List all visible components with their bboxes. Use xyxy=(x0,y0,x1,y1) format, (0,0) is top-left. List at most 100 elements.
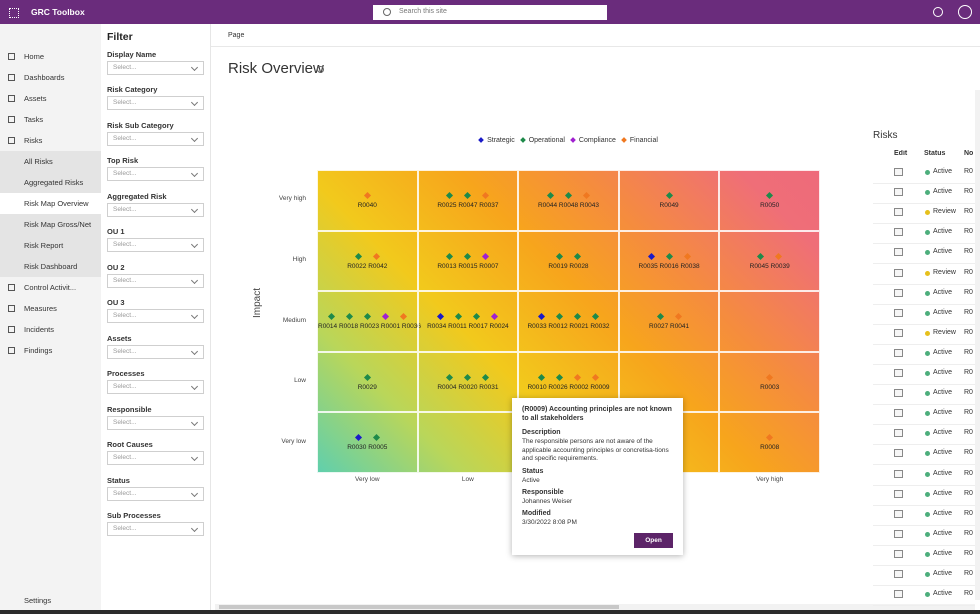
filter-select[interactable]: Select... xyxy=(107,131,204,146)
map-cell[interactable]: R0035 R0016 R0038 xyxy=(618,230,720,292)
filter-select[interactable]: Select... xyxy=(107,273,204,288)
legend-item[interactable]: Compliance xyxy=(570,137,616,144)
risk-id[interactable]: R0027 xyxy=(649,323,669,331)
risk-marker[interactable] xyxy=(555,373,564,381)
edit-icon[interactable] xyxy=(894,570,903,578)
filter-select[interactable]: Select... xyxy=(107,486,204,501)
edit-icon[interactable] xyxy=(894,449,903,458)
risk-row[interactable]: Active R0 xyxy=(873,585,975,607)
risk-row[interactable]: Active R0 xyxy=(873,344,975,365)
risk-id[interactable]: R0045 xyxy=(749,262,769,270)
map-cell[interactable]: R0040 xyxy=(317,170,418,231)
nav-sub-item[interactable]: Aggregated Risks xyxy=(0,172,101,193)
risk-marker[interactable] xyxy=(537,313,546,321)
filter-select[interactable]: Select... xyxy=(107,309,204,324)
filter-select[interactable]: Select... xyxy=(107,202,204,217)
risk-id[interactable]: R0004 xyxy=(437,383,457,391)
map-cell[interactable]: R0033 R0012 R0021 R0032 xyxy=(518,291,619,352)
risk-marker[interactable] xyxy=(354,434,362,442)
edit-icon[interactable] xyxy=(894,509,903,518)
risk-id[interactable]: R0026 xyxy=(548,383,568,391)
nav-item[interactable]: Tasks xyxy=(24,115,44,124)
risk-id[interactable]: R0032 xyxy=(590,323,610,331)
risk-id[interactable]: R0044 xyxy=(537,202,558,209)
map-cell[interactable]: R0044 R0048 R0043 xyxy=(518,170,619,231)
account-icon[interactable] xyxy=(958,5,972,19)
nav-sub-item[interactable]: Risk Report xyxy=(0,235,101,256)
map-cell[interactable] xyxy=(417,412,519,473)
risk-id[interactable]: R0029 xyxy=(357,383,377,391)
search-box[interactable]: Search this site xyxy=(373,5,607,20)
risk-id[interactable]: R0020 xyxy=(458,383,478,391)
edit-icon[interactable] xyxy=(894,389,903,398)
risk-marker[interactable] xyxy=(766,373,774,381)
filter-select[interactable]: Select... xyxy=(107,238,204,253)
risk-marker[interactable] xyxy=(327,313,335,321)
legend-item[interactable]: Operational xyxy=(519,137,565,144)
risk-marker[interactable] xyxy=(555,252,564,260)
risk-marker[interactable] xyxy=(491,313,499,321)
nav-item[interactable]: Settings xyxy=(24,596,52,605)
nav-item[interactable]: Measures xyxy=(24,304,57,313)
map-cell[interactable]: R0034 R0011 R0017 R0024 xyxy=(417,291,519,352)
risk-row[interactable]: Review R0 xyxy=(873,203,975,225)
risk-row[interactable]: Active R0 xyxy=(873,284,975,305)
risk-row[interactable]: Active R0 xyxy=(873,243,975,265)
filter-select[interactable]: Select... xyxy=(107,344,204,359)
risk-marker[interactable] xyxy=(665,191,673,200)
map-cell[interactable] xyxy=(719,291,820,352)
risk-id[interactable]: R0033 xyxy=(527,323,547,331)
risk-id[interactable]: R0028 xyxy=(569,262,589,270)
risk-id[interactable]: R0021 xyxy=(569,323,589,331)
risk-row[interactable]: Active R0 xyxy=(873,163,975,184)
risk-marker[interactable] xyxy=(464,191,472,200)
risk-id[interactable]: R0023 xyxy=(359,323,380,331)
risk-id[interactable]: R0024 xyxy=(489,323,509,331)
filter-select[interactable]: Select... xyxy=(107,167,204,182)
risk-marker[interactable] xyxy=(446,373,454,381)
risk-marker[interactable] xyxy=(464,252,472,260)
risk-row[interactable]: Active R0 xyxy=(873,183,975,205)
edit-icon[interactable] xyxy=(894,248,903,257)
filter-select[interactable]: Select... xyxy=(107,61,204,75)
map-cell[interactable]: R0019 R0028 xyxy=(518,230,619,292)
risk-marker[interactable] xyxy=(766,191,774,200)
risk-marker[interactable] xyxy=(464,373,472,381)
risk-marker[interactable] xyxy=(446,191,454,200)
risk-id[interactable]: R0002 xyxy=(569,383,589,391)
risk-id[interactable]: R0035 xyxy=(638,262,658,270)
map-cell[interactable]: R0014 R0018 R0023 R0001 R0036 xyxy=(317,291,421,352)
nav-item[interactable]: Incidents xyxy=(24,325,55,334)
edit-icon[interactable] xyxy=(894,369,903,377)
edit-icon[interactable] xyxy=(894,549,903,558)
risk-row[interactable]: Active R0 xyxy=(873,223,975,245)
edit-icon[interactable] xyxy=(894,529,903,538)
risk-marker[interactable] xyxy=(363,373,371,381)
risk-marker[interactable] xyxy=(591,373,600,381)
horizontal-scrollbar[interactable] xyxy=(215,604,975,610)
risk-id[interactable]: R0039 xyxy=(770,262,790,270)
edit-icon[interactable] xyxy=(894,590,903,599)
filter-select[interactable]: Select... xyxy=(107,415,204,430)
risk-id[interactable]: R0018 xyxy=(338,323,359,331)
map-cell[interactable]: R0004 R0020 R0031 xyxy=(417,351,519,413)
map-cell[interactable]: R0022 R0042 xyxy=(317,230,418,292)
risk-row[interactable]: Active R0 xyxy=(873,525,975,546)
nav-item[interactable]: Risks xyxy=(24,136,43,145)
risk-row[interactable]: Active R0 xyxy=(873,465,975,486)
risk-id[interactable]: R0041 xyxy=(670,323,690,331)
risk-id[interactable]: R0025 xyxy=(437,202,457,209)
vertical-scrollbar[interactable] xyxy=(975,90,980,600)
risk-id[interactable]: R0013 xyxy=(437,262,457,270)
edit-icon[interactable] xyxy=(894,308,903,317)
risk-row[interactable]: Active R0 xyxy=(873,304,975,325)
risk-id[interactable]: R0010 xyxy=(527,383,547,391)
edit-icon[interactable] xyxy=(894,328,903,337)
scroll-thumb[interactable] xyxy=(219,605,619,609)
edit-icon[interactable] xyxy=(894,348,903,357)
risk-id[interactable]: R0030 xyxy=(347,444,367,452)
risk-id[interactable]: R0007 xyxy=(479,262,499,270)
risk-row[interactable]: Active R0 xyxy=(873,384,975,406)
risk-id[interactable]: R0043 xyxy=(579,202,600,209)
risk-row[interactable]: Active R0 xyxy=(873,485,975,506)
